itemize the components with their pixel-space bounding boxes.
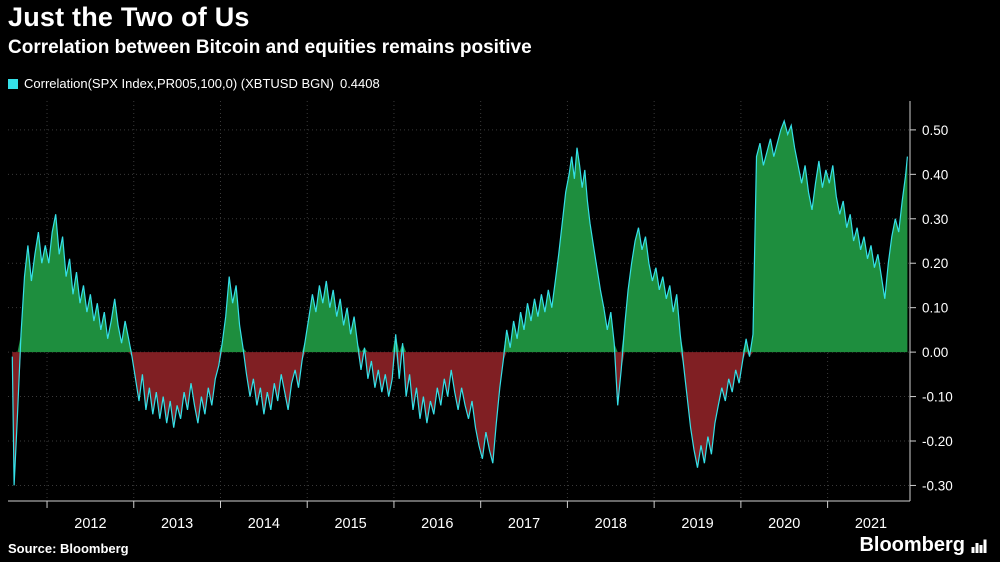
x-tick-label: 2012 (74, 516, 106, 532)
y-tick-label: 0.30 (922, 212, 948, 227)
correlation-chart-svg: 0.50 0.40 0.30 0.20 0.10 0.00 -0.10 -0.20 -0.30 2… (8, 101, 953, 532)
positive-correlation-area (12, 121, 908, 353)
chart-subtitle: Correlation between Bitcoin and equities… (8, 37, 532, 58)
y-tick-label: 0.50 (922, 123, 948, 138)
x-tick-label: 2020 (768, 516, 800, 532)
y-tick-label: -0.30 (922, 478, 953, 493)
y-tick-label: 0.10 (922, 301, 948, 316)
y-tick-label: -0.10 (922, 390, 953, 405)
x-tick-label: 2014 (248, 516, 280, 532)
y-tick-label: 0.40 (922, 167, 948, 182)
x-tick-label: 2018 (595, 516, 627, 532)
x-tick-label: 2019 (681, 516, 713, 532)
legend-label: Correlation(SPX Index,PR005,100,0) (XBTU… (24, 76, 334, 91)
x-tick-label: 2016 (421, 516, 453, 532)
y-tick-label: 0.20 (922, 256, 948, 271)
bloomberg-chart-icon (971, 539, 987, 553)
correlation-line (11, 119, 908, 486)
x-tick-label: 2015 (334, 516, 366, 532)
negative-correlation-area (12, 352, 908, 486)
source-label: Source: Bloomberg (8, 541, 129, 556)
bloomberg-logo: Bloomberg (859, 534, 988, 557)
legend-value: 0.4408 (339, 76, 380, 91)
bloomberg-wordmark: Bloomberg (859, 534, 965, 556)
y-tick-label: 0.00 (922, 345, 948, 360)
y-tick-label: -0.20 (922, 434, 953, 449)
legend: Correlation(SPX Index,PR005,100,0) (XBTU… (8, 76, 380, 91)
legend-swatch (8, 78, 18, 89)
page-title: Just the Two of Us (8, 2, 250, 32)
x-tick-label: 2013 (161, 516, 193, 532)
x-tick-label: 2017 (508, 516, 540, 532)
x-tick-label: 2021 (855, 516, 887, 532)
